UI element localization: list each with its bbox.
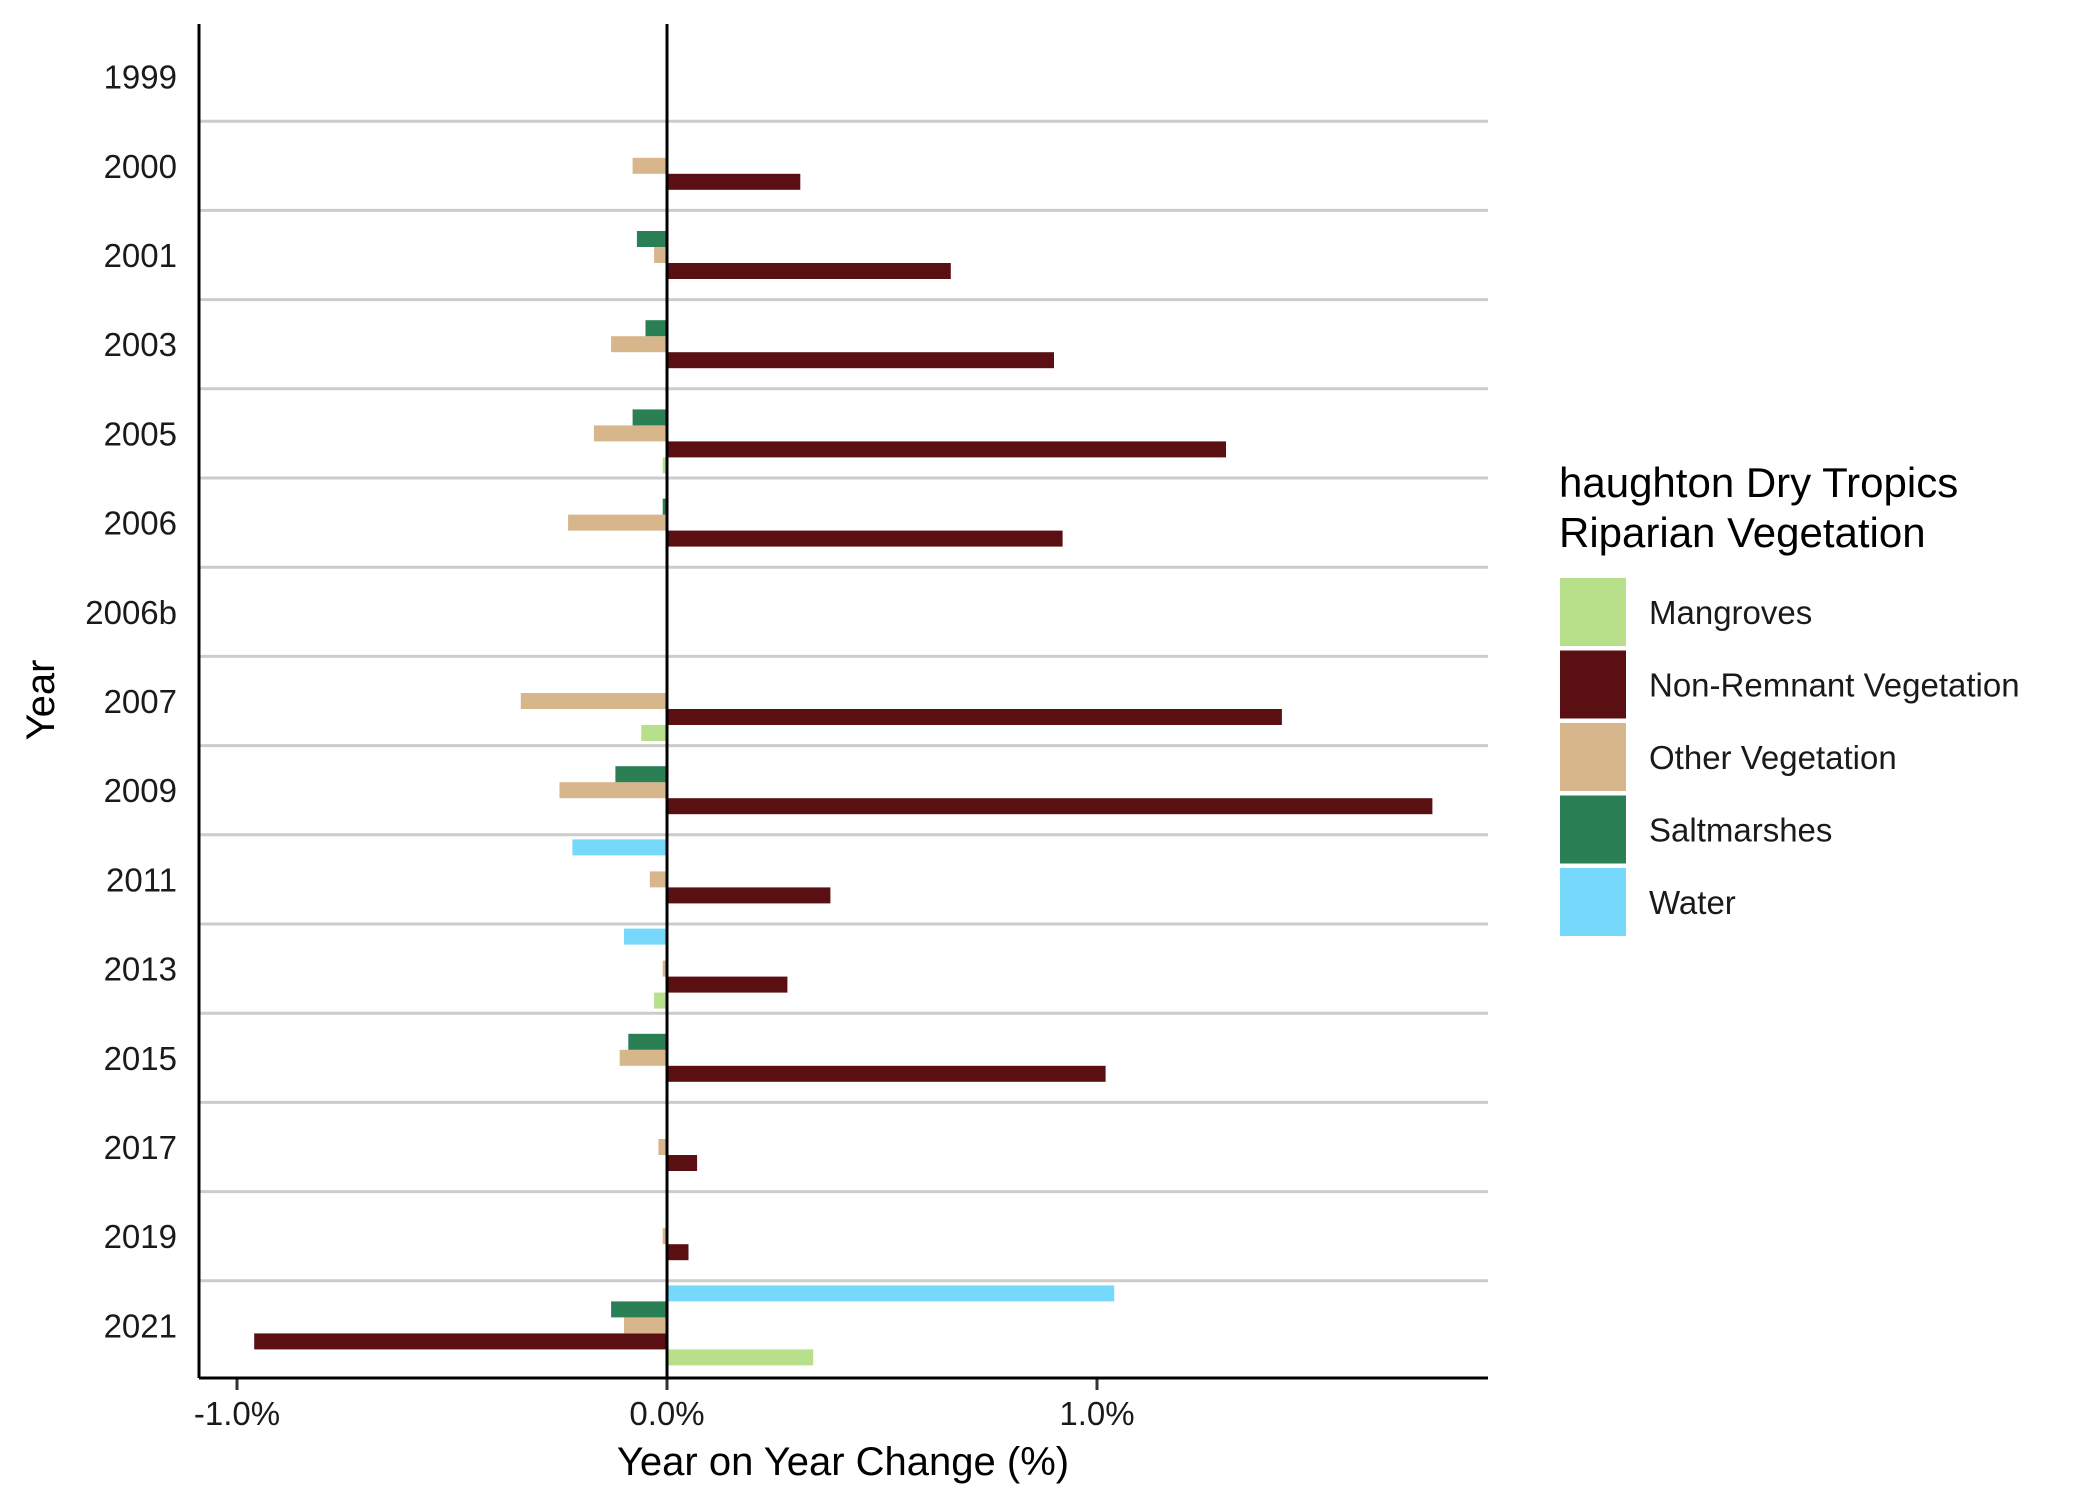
bar-saltmarshes-2009 — [615, 766, 667, 783]
bar-other-vegetation-2000 — [632, 157, 667, 174]
bar-non-remnant-vegetation-2003 — [667, 352, 1054, 369]
y-tick-labels: 1999 2000 2001 2003 2005 2006 2006b 2007 2009 201… — [85, 59, 177, 1345]
bar-saltmarshes-2005 — [632, 409, 667, 426]
legend-key-other-vegetation — [1558, 721, 1628, 793]
bar-other-vegetation-2013 — [662, 960, 667, 977]
y-tick-label: 2019 — [104, 1218, 177, 1255]
bar-saltmarshes-2001 — [636, 231, 667, 247]
legend-label: Non-Remnant Vegetation — [1649, 667, 2020, 704]
bar-other-vegetation-2011 — [649, 871, 667, 888]
y-tick-label: 2015 — [104, 1040, 177, 1077]
legend-label: Other Vegetation — [1649, 739, 1897, 776]
bar-water-2021 — [667, 1285, 1115, 1302]
y-tick-label: 2011 — [106, 861, 177, 898]
legend-label: Saltmarshes — [1649, 812, 1832, 849]
y-tick-label: 2006b — [85, 594, 177, 631]
bar-saltmarshes-2003 — [645, 320, 667, 337]
x-axis-title: Year on Year Change (%) — [617, 1440, 1069, 1484]
bar-non-remnant-vegetation-2017 — [667, 1155, 698, 1171]
bar-non-remnant-vegetation-2007 — [667, 709, 1282, 725]
bar-non-remnant-vegetation-2006 — [667, 530, 1063, 547]
y-tick-label: 2001 — [104, 237, 177, 274]
legend-key-non-remnant-vegetation — [1558, 648, 1628, 721]
bar-mangroves-2013 — [654, 992, 667, 1009]
bar-mangroves-2005 — [662, 457, 667, 474]
y-axis-title: Year — [19, 660, 63, 741]
bars — [254, 157, 1433, 1366]
bar-non-remnant-vegetation-2021 — [254, 1333, 667, 1350]
y-tick-label: 1999 — [104, 59, 177, 96]
legend-label: Water — [1649, 884, 1736, 921]
bar-other-vegetation-2005 — [593, 425, 667, 442]
legend-key-water — [1558, 866, 1628, 938]
x-tick-label: 1.0% — [1059, 1395, 1134, 1432]
legend-key-saltmarshes — [1558, 793, 1628, 866]
x-tick-label: -1.0% — [194, 1395, 280, 1432]
y-tick-label: 2006 — [104, 505, 177, 542]
bar-saltmarshes-2015 — [628, 1033, 667, 1050]
y-tick-label: 2000 — [104, 148, 177, 185]
bar-water-2013 — [624, 928, 667, 945]
bar-mangroves-2007 — [641, 725, 667, 741]
bar-other-vegetation-2021 — [624, 1317, 667, 1334]
bar-non-remnant-vegetation-2011 — [667, 887, 831, 904]
bar-other-vegetation-2003 — [611, 336, 667, 353]
legend-key-mangroves — [1558, 576, 1628, 648]
bar-non-remnant-vegetation-2013 — [667, 976, 788, 993]
year-separators — [199, 119, 1488, 1283]
y-tick-label: 2017 — [104, 1129, 177, 1166]
bar-non-remnant-vegetation-2009 — [667, 798, 1433, 815]
bar-non-remnant-vegetation-2000 — [667, 173, 801, 190]
bar-mangroves-2021 — [667, 1349, 814, 1366]
y-tick-label: 2005 — [104, 415, 177, 452]
bar-other-vegetation-2019 — [662, 1228, 667, 1245]
y-tick-label: 2021 — [104, 1307, 177, 1344]
bar-other-vegetation-2007 — [520, 693, 667, 709]
legend-title-line-1: haughton Dry Tropics — [1559, 459, 1958, 506]
bar-saltmarshes-2021 — [611, 1301, 667, 1318]
legend-title-line-2: Riparian Vegetation — [1559, 509, 1926, 556]
bar-saltmarshes-2006 — [662, 498, 667, 515]
y-tick-label: 2003 — [104, 326, 177, 363]
bar-water-2011 — [572, 839, 667, 856]
y-tick-label: 2007 — [104, 683, 177, 720]
bar-other-vegetation-2001 — [654, 247, 667, 263]
x-tick-label: 0.0% — [629, 1395, 704, 1432]
legend-label: Mangroves — [1649, 594, 1812, 631]
y-tick-label: 2013 — [104, 951, 177, 988]
bar-other-vegetation-2017 — [658, 1139, 667, 1155]
bar-non-remnant-vegetation-2001 — [667, 263, 951, 279]
bar-non-remnant-vegetation-2019 — [667, 1244, 689, 1261]
y-tick-label: 2009 — [104, 772, 177, 809]
bar-other-vegetation-2006 — [568, 514, 667, 531]
x-ticks: -1.0% 0.0% 1.0% — [194, 1378, 1135, 1432]
bar-other-vegetation-2015 — [619, 1049, 667, 1066]
bar-non-remnant-vegetation-2015 — [667, 1065, 1106, 1082]
legend: haughton Dry Tropics Riparian Vegetation… — [1558, 459, 2020, 938]
bar-other-vegetation-2009 — [559, 782, 667, 799]
bar-non-remnant-vegetation-2005 — [667, 441, 1226, 458]
